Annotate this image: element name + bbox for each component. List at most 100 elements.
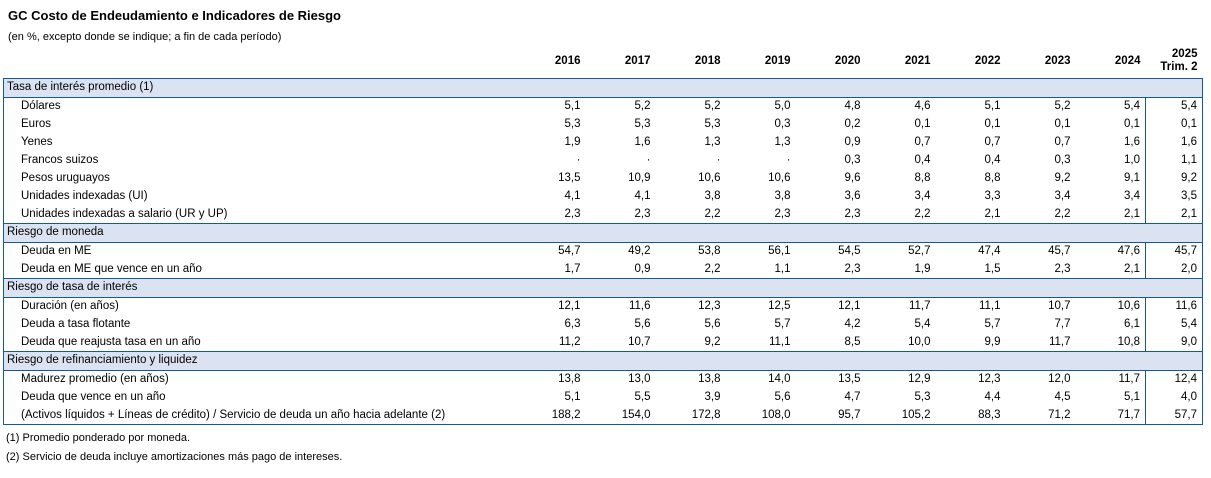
cell-value: 105,2 xyxy=(901,408,931,421)
cell-value: 4,4 xyxy=(984,391,1001,403)
cell-value: 88,3 xyxy=(978,408,1001,421)
cell-value: 12,4 xyxy=(1145,370,1203,388)
table-row: Madurez promedio (en años) 13,8 13,0 13,8 14… xyxy=(4,370,1203,388)
table-row: Pesos uruguayos 13,5 10,9 10,6 10,6 9,6 8,8 8,8… xyxy=(4,169,1203,187)
cell-value: 14,0 xyxy=(768,373,791,386)
cell-value: 1,9 xyxy=(914,262,931,275)
cell-value: 1,1 xyxy=(1145,151,1203,169)
section-header: Riesgo de refinanciamiento y liquidez xyxy=(3,350,1203,371)
cell-value: 3,9 xyxy=(704,391,721,403)
cell-value: 5,4 xyxy=(1145,97,1203,115)
table-row: Unidades indexadas a salario (UR y UP) 2,… xyxy=(4,205,1203,223)
cell-value: 1,6 xyxy=(634,136,651,148)
cell-value: 1,0 xyxy=(1124,154,1140,166)
row-label: Duración (en años) xyxy=(21,300,119,313)
cell-value: 6,1 xyxy=(1124,318,1140,330)
table-row: Euros 5,3 5,3 5,3 0,3 0,2 0,1 0,1 0,1 0,1 0,1 xyxy=(4,115,1203,133)
cell-value: 10,7 xyxy=(1048,300,1071,313)
cell-value: 5,4 xyxy=(1124,100,1140,113)
row-label: Deuda a tasa flotante xyxy=(21,318,131,330)
year-column-header: 2022 xyxy=(974,54,1001,67)
page-subtitle: (en %, excepto donde se indique; a fin d… xyxy=(8,31,282,43)
row-label: Dólares xyxy=(21,100,61,113)
cell-value: 11,1 xyxy=(768,335,791,348)
cell-value: 1,5 xyxy=(984,262,1001,275)
cell-value: 10,0 xyxy=(908,335,931,348)
cell-value: 2,2 xyxy=(1054,207,1071,220)
year-column-header: 2016 xyxy=(554,54,581,67)
cell-value: 9,1 xyxy=(1124,172,1140,184)
cell-value: 9,9 xyxy=(984,335,1001,348)
cell-value: 5,4 xyxy=(1145,315,1203,333)
table-row: Deuda que reajusta tasa en un año 11,2 10,… xyxy=(4,333,1203,351)
cell-value: 0,7 xyxy=(984,136,1001,148)
cell-value: 54,7 xyxy=(558,245,581,258)
cell-value: 11,7 xyxy=(1118,373,1140,386)
cell-value: 3,8 xyxy=(704,190,721,202)
cell-value: 9,2 xyxy=(1054,172,1071,184)
cell-value: 53,8 xyxy=(698,245,721,258)
row-label: (Activos líquidos + Líneas de crédito) /… xyxy=(21,408,446,421)
cell-value: 4,1 xyxy=(564,190,581,202)
cell-value: 1,6 xyxy=(1145,133,1203,151)
table-row: Deuda en ME que vence en un año 1,7 0,9 2,2… xyxy=(4,260,1203,278)
cell-value: 3,5 xyxy=(1145,187,1203,205)
cell-value: 5,3 xyxy=(704,118,721,130)
row-label: Deuda que vence en un año xyxy=(21,391,166,403)
cell-value: 3,8 xyxy=(774,190,791,202)
cell-value: 5,6 xyxy=(634,318,651,330)
cell-value: 0,9 xyxy=(844,136,861,148)
year-column-header: 2024 xyxy=(1114,54,1141,67)
cell-value: 5,6 xyxy=(704,318,721,330)
cell-value: 11,7 xyxy=(908,300,931,313)
cell-value: 2,1 xyxy=(1124,207,1140,220)
cell-value: 0,1 xyxy=(1054,118,1071,130)
section-header: Riesgo de tasa de interés xyxy=(3,277,1203,298)
cell-value: 5,1 xyxy=(984,100,1001,113)
cell-value: 5,0 xyxy=(774,100,791,113)
cell-value: · xyxy=(716,154,721,166)
section-header-row: Riesgo de tasa de interés xyxy=(3,277,1203,298)
table-row: Duración (en años) 12,1 11,6 12,3 12,5 12,1 11… xyxy=(4,297,1203,315)
cell-value: 0,4 xyxy=(914,154,931,166)
year-column-header: 2021 xyxy=(904,54,931,67)
table-row: (Activos líquidos + Líneas de crédito) /… xyxy=(4,406,1203,424)
cell-value: 12,5 xyxy=(768,300,791,313)
cell-value: 4,8 xyxy=(844,100,861,113)
cell-value: 2,3 xyxy=(844,207,861,220)
cell-value: 12,0 xyxy=(1048,373,1071,386)
debt-indicators-table: 2016 2017 2018 2019 2020 2021 2022 2023 … xyxy=(3,44,1203,425)
year-column-header: 2023 xyxy=(1044,54,1071,67)
cell-value: 0,9 xyxy=(634,262,651,275)
cell-value: 45,7 xyxy=(1048,245,1071,258)
cell-value: 2,2 xyxy=(704,207,721,220)
section-header-row: Riesgo de refinanciamiento y liquidez xyxy=(3,350,1203,371)
cell-value: 12,3 xyxy=(978,373,1001,386)
cell-value: 71,2 xyxy=(1048,408,1071,421)
cell-value: 0,1 xyxy=(1145,115,1203,133)
cell-value: 5,7 xyxy=(984,318,1001,330)
table-row: Unidades indexadas (UI) 4,1 4,1 3,8 3,8 3,6 3,… xyxy=(4,187,1203,205)
cell-value: 2,3 xyxy=(1054,262,1071,275)
cell-value: 5,3 xyxy=(914,391,931,403)
cell-value: · xyxy=(786,154,791,166)
cell-value: 5,6 xyxy=(774,391,791,403)
row-label: Francos suizos xyxy=(21,154,99,166)
cell-value: 2,3 xyxy=(564,207,581,220)
cell-value: 2,3 xyxy=(844,262,861,275)
cell-value: 11,7 xyxy=(1048,335,1071,348)
cell-value: 1,3 xyxy=(704,136,721,148)
year-header: 2016 2017 2018 2019 2020 2021 2022 2023 … xyxy=(4,44,1203,78)
cell-value: 11,6 xyxy=(1145,297,1203,315)
row-label: Unidades indexadas a salario (UR y UP) xyxy=(21,207,228,220)
cell-value: 7,7 xyxy=(1054,318,1071,330)
cell-value: 0,4 xyxy=(984,154,1001,166)
cell-value: 0,1 xyxy=(984,118,1001,130)
latest-year: 2025 xyxy=(1171,47,1198,60)
cell-value: 0,3 xyxy=(844,154,861,166)
cell-value: 12,1 xyxy=(838,300,861,313)
cell-value: 52,7 xyxy=(908,245,931,258)
cell-value: 5,3 xyxy=(634,118,651,130)
latest-period: Trim. 2 xyxy=(1160,60,1198,73)
cell-value: 56,1 xyxy=(768,245,791,258)
